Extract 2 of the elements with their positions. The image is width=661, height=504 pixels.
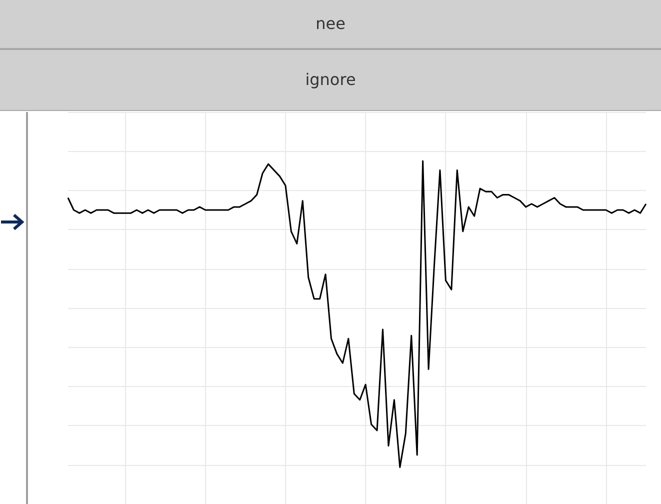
chart-title: nee: [0, 0, 661, 49]
chart-subtitle: ignore: [0, 49, 661, 111]
